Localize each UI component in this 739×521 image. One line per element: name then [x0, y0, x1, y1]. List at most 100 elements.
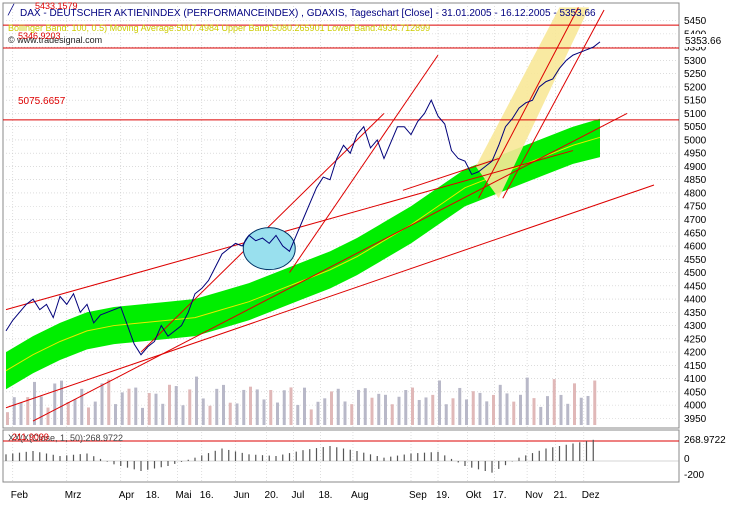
y-tick-label: 4250 — [684, 334, 707, 345]
volume-bar — [60, 380, 63, 425]
x-axis: Feb Mrz Apr 18. Mai 16. Jun 20. Jul 18. Aug Sep 19. O… — [11, 490, 600, 501]
volume-bar — [492, 394, 495, 425]
volume-bar — [417, 399, 421, 425]
x-tick-label: 21. — [553, 490, 567, 501]
dax-price-line — [5, 41, 601, 356]
y-tick-label: 5300 — [684, 56, 707, 67]
source-label: © www.tradesignal.com — [8, 35, 102, 45]
annotation-ellipse[interactable] — [242, 227, 296, 271]
volume-bar — [127, 388, 131, 425]
volume-bar — [235, 403, 239, 425]
volume-bar — [424, 397, 428, 425]
volume-bar — [485, 401, 489, 425]
title-icon-label: ╱ — [7, 3, 15, 16]
y-tick-label: 4200 — [684, 348, 707, 359]
volume-bar — [26, 397, 30, 425]
y-tick-label: 4750 — [684, 202, 707, 213]
volume-bar — [539, 406, 543, 425]
volume-bar — [66, 402, 70, 425]
trend-line — [402, 158, 499, 191]
x-tick-label: Mai — [175, 490, 191, 501]
y-tick-label: 4400 — [684, 295, 707, 306]
volume-bar — [573, 383, 576, 425]
last-price-label: 5353.66 — [685, 36, 722, 47]
y-tick-label: 4550 — [684, 255, 707, 266]
y-tick-label: 4100 — [684, 374, 707, 385]
trend-line — [5, 184, 655, 409]
level-label-5346: 5346.9203 — [18, 31, 61, 41]
y-tick-label: 5350 — [684, 43, 707, 54]
y-tick-label: 4150 — [684, 361, 707, 372]
volume-bar — [451, 398, 455, 425]
y-tick-label: 5150 — [684, 96, 707, 107]
volume-bar — [458, 387, 462, 425]
volume-bar — [296, 404, 300, 425]
x-tick-label: Aug — [351, 490, 369, 501]
volume-bar — [120, 392, 124, 425]
volume-bar — [282, 390, 286, 425]
volume-bar — [390, 404, 394, 425]
volume-bar — [444, 404, 448, 425]
volume-bar — [168, 384, 171, 425]
volume-bar — [6, 412, 9, 425]
y-tick-label: 5450 — [684, 16, 707, 27]
y-tick-label: 4700 — [684, 215, 707, 226]
x-tick-label: Dez — [582, 490, 600, 501]
y-tick-label: 5000 — [684, 135, 707, 146]
volume-bar — [141, 407, 144, 425]
y-tick-label: 4900 — [684, 162, 707, 173]
y-tick-label: 4350 — [684, 308, 707, 319]
volume-bar — [593, 380, 597, 425]
volume-bar — [269, 389, 273, 425]
y-tick-label: 4850 — [684, 175, 707, 186]
volume-bar — [93, 401, 97, 425]
trend-line — [502, 9, 605, 199]
y-tick-label: 4300 — [684, 321, 707, 332]
volume-bar — [350, 404, 354, 425]
volume-bar — [586, 395, 590, 425]
x-tick-label: Mrz — [65, 490, 82, 501]
volume-bar — [363, 388, 367, 425]
trend-line — [5, 150, 574, 311]
y-tick-label: 5100 — [684, 109, 707, 120]
indicator-label: XX(X(Close, 1, 50):268.9722 — [8, 433, 123, 443]
volume-bar — [222, 384, 225, 425]
volume-bar — [525, 377, 529, 425]
x-tick-label: 20. — [265, 490, 279, 501]
volume-bar — [147, 393, 151, 425]
y-tick-label: 3950 — [684, 414, 707, 425]
volume-bar — [370, 397, 374, 425]
indicator-tick-0: 0 — [684, 454, 690, 465]
y-tick-label: 4000 — [684, 401, 707, 412]
x-tick-label: Nov — [525, 490, 543, 501]
volume-bar — [195, 376, 198, 425]
level-label-5075: 5075.6657 — [18, 96, 66, 107]
volume-bar — [330, 391, 333, 425]
volume-bar — [411, 387, 414, 425]
horizontal-levels — [3, 24, 679, 121]
y-tick-label: 4450 — [684, 281, 707, 292]
volume-bar — [107, 379, 111, 425]
x-tick-label: Sep — [409, 490, 427, 501]
top-level-label: 5433.1579 — [35, 1, 78, 11]
x-tick-label: Apr — [119, 490, 135, 501]
volume-bar — [519, 394, 522, 425]
volume-bar — [208, 405, 212, 425]
volume-bar — [478, 392, 482, 425]
x-tick-label: 16. — [200, 490, 214, 501]
y-tick-label: 5200 — [684, 82, 707, 93]
trend-line — [478, 7, 579, 199]
volume-bar — [53, 383, 57, 425]
y-tick-label: 5050 — [684, 122, 707, 133]
volume-bar — [154, 393, 158, 425]
volume-bar — [566, 403, 570, 425]
volume-bar — [303, 387, 306, 425]
volume-bar — [276, 402, 279, 425]
x-tick-label: Jul — [292, 490, 305, 501]
volume-bar — [249, 386, 252, 425]
x-tick-label: Feb — [11, 490, 29, 501]
volume-bar — [181, 405, 185, 425]
volume-bar — [309, 409, 313, 425]
